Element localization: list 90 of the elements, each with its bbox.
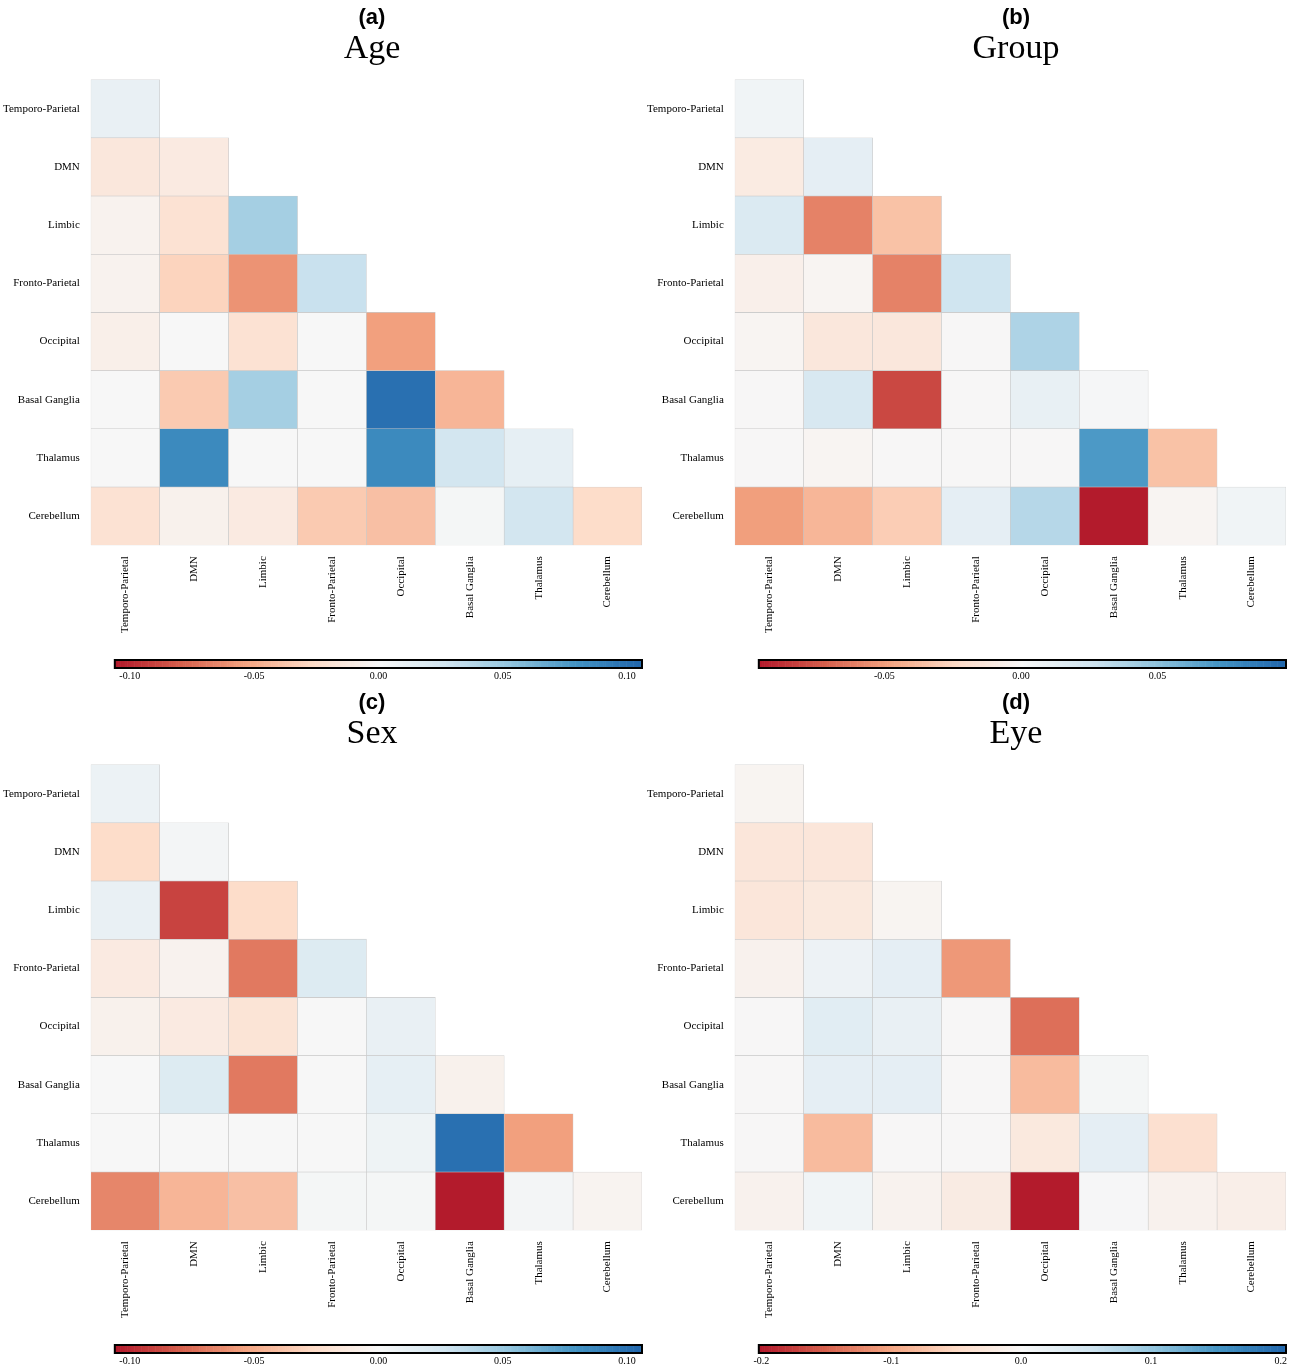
chart-subtitle: (c) — [357, 689, 387, 715]
y-tick-label: Limbic — [48, 902, 80, 915]
y-tick-label: Cerebellum — [28, 1193, 81, 1206]
y-tick-label: Thalamus — [680, 1135, 724, 1148]
y-tick-label: Occipital — [683, 1019, 724, 1032]
x-tick-label: Fronto-Parietal — [324, 1241, 337, 1308]
x-tick-label: Thalamus — [1175, 1241, 1188, 1285]
y-tick-label: Temporo-Parietal — [3, 786, 80, 799]
color-bar-label: 0.10 — [618, 669, 636, 681]
color-bar-label: 0.00 — [1012, 669, 1030, 681]
y-tick-label: DMN — [698, 159, 724, 172]
y-tick-label: Occipital — [683, 334, 724, 347]
color-bar-label: 0.0 — [1014, 1354, 1028, 1366]
x-tick-label: Temporo-Parietal — [762, 556, 775, 633]
x-tick-label: Basal Ganglia — [1106, 556, 1119, 619]
y-tick-label: Limbic — [692, 217, 724, 230]
y-tick-label: Thalamus — [680, 450, 724, 463]
chart-subtitle: (a) — [357, 4, 387, 30]
y-tick-label: Thalamus — [36, 450, 80, 463]
chart-subtitle: (b) — [1000, 4, 1032, 30]
x-tick-label: DMN — [187, 556, 200, 582]
x-tick-label: Fronto-Parietal — [968, 1241, 981, 1308]
x-tick-label: Limbic — [255, 556, 268, 588]
x-tick-label: Occipital — [1037, 556, 1050, 597]
y-tick-label: Basal Ganglia — [17, 392, 80, 405]
color-bar-label: 0.00 — [369, 1354, 388, 1366]
chart-title: Age — [342, 28, 402, 67]
color-bar-label: 0.1 — [1144, 1354, 1158, 1366]
x-tick-label: Temporo-Parietal — [118, 556, 131, 633]
color-bar-label: 0.05 — [493, 669, 512, 681]
color-bar-label: -0.05 — [874, 669, 895, 681]
y-tick-label: DMN — [698, 844, 724, 857]
x-tick-label: Fronto-Parietal — [324, 556, 337, 623]
color-bar-label: -0.05 — [243, 1354, 265, 1366]
x-tick-label: Thalamus — [531, 1241, 544, 1285]
color-bar-label: -0.10 — [119, 669, 141, 681]
y-tick-label: DMN — [54, 844, 80, 857]
x-tick-label: Fronto-Parietal — [968, 556, 981, 623]
color-bar-label: -0.2 — [753, 1354, 770, 1366]
y-tick-label: Fronto-Parietal — [13, 961, 80, 974]
color-bar-label: 0.10 — [618, 1354, 636, 1366]
color-bar-label: 0.00 — [369, 669, 388, 681]
x-tick-label: Limbic — [899, 1241, 912, 1273]
y-tick-label: Basal Ganglia — [661, 1077, 724, 1090]
x-tick-label: Cerebellum — [600, 1240, 613, 1293]
color-bar-label: 0.2 — [1274, 1354, 1288, 1366]
x-tick-label: Thalamus — [1175, 556, 1188, 600]
y-tick-label: Limbic — [692, 902, 724, 915]
x-tick-label: DMN — [831, 556, 844, 582]
y-tick-label: Basal Ganglia — [17, 1077, 80, 1090]
y-tick-label: Temporo-Parietal — [3, 101, 80, 114]
y-tick-label: Basal Ganglia — [661, 392, 724, 405]
y-tick-label: Occipital — [39, 334, 80, 347]
color-bar-label: 0.05 — [493, 1354, 512, 1366]
y-tick-label: Fronto-Parietal — [657, 276, 724, 289]
y-tick-label: Cerebellum — [28, 508, 81, 521]
color-bar-label: -0.10 — [119, 1354, 141, 1366]
x-tick-label: Occipital — [1037, 1241, 1050, 1282]
y-tick-label: Fronto-Parietal — [657, 961, 724, 974]
x-tick-label: Occipital — [393, 1241, 406, 1282]
chart-title: Sex — [345, 713, 399, 752]
color-bar-label: 0.05 — [1148, 669, 1167, 681]
y-tick-label: Temporo-Parietal — [647, 101, 724, 114]
x-tick-label: Basal Ganglia — [462, 556, 475, 619]
x-tick-label: Cerebellum — [1244, 1240, 1257, 1293]
x-tick-label: Limbic — [255, 1241, 268, 1273]
y-tick-label: Occipital — [39, 1019, 80, 1032]
y-tick-label: Fronto-Parietal — [13, 276, 80, 289]
x-tick-label: Thalamus — [531, 556, 544, 600]
color-bar-label: -0.1 — [883, 1354, 900, 1366]
x-tick-label: DMN — [831, 1241, 844, 1267]
x-tick-label: Limbic — [899, 556, 912, 588]
y-tick-label: Thalamus — [36, 1135, 80, 1148]
x-tick-label: Temporo-Parietal — [118, 1241, 131, 1318]
x-tick-label: DMN — [187, 1241, 200, 1267]
color-bar-label: -0.05 — [243, 669, 265, 681]
x-tick-label: Cerebellum — [1244, 555, 1257, 608]
y-tick-label: Temporo-Parietal — [647, 786, 724, 799]
x-tick-label: Occipital — [393, 556, 406, 597]
chart-title: Eye — [988, 713, 1044, 752]
y-tick-label: DMN — [54, 159, 80, 172]
x-tick-label: Basal Ganglia — [1106, 1241, 1119, 1304]
x-tick-label: Basal Ganglia — [462, 1241, 475, 1304]
chart-title: Group — [971, 28, 1061, 67]
y-tick-label: Limbic — [48, 217, 80, 230]
x-tick-label: Cerebellum — [600, 555, 613, 608]
chart-subtitle: (d) — [1000, 689, 1032, 715]
x-tick-label: Temporo-Parietal — [762, 1241, 775, 1318]
y-tick-label: Cerebellum — [672, 508, 725, 521]
y-tick-label: Cerebellum — [672, 1193, 725, 1206]
